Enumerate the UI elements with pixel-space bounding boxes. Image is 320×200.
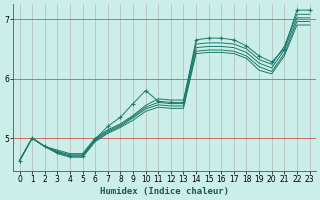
X-axis label: Humidex (Indice chaleur): Humidex (Indice chaleur) (100, 187, 229, 196)
